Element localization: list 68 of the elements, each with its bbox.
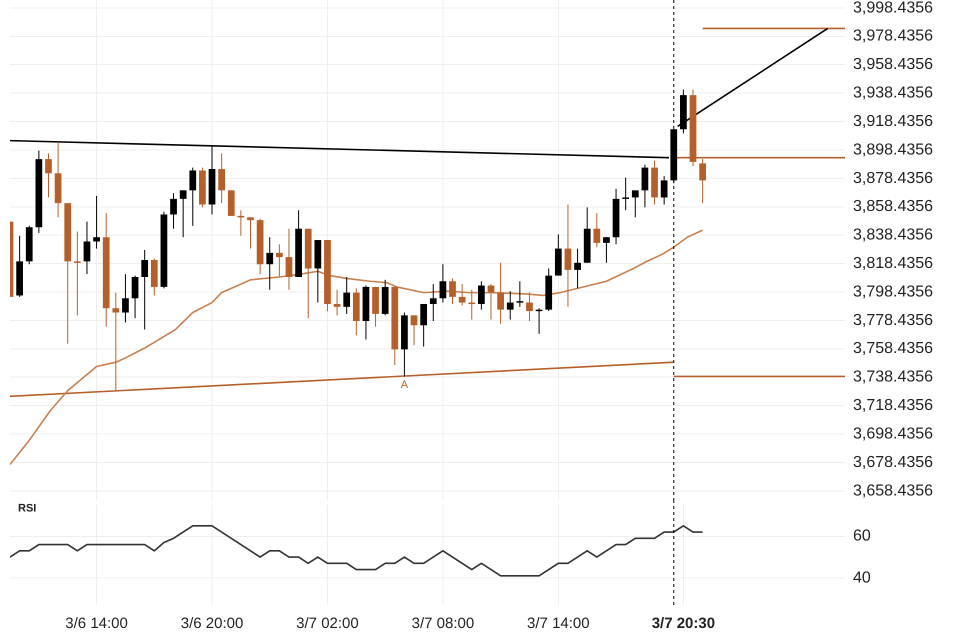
candlestick [276, 244, 283, 278]
candlestick [526, 292, 533, 322]
candlestick [574, 248, 581, 289]
chart-title: RSI [18, 502, 36, 515]
x-tick-label: 3/7 08:00 [412, 615, 474, 632]
y-tick-label: 3,918.4356 [853, 112, 934, 130]
candlestick [189, 167, 196, 226]
candlestick [458, 284, 466, 306]
candlestick [93, 196, 100, 250]
x-tick-label: 3/6 20:00 [180, 615, 244, 632]
candlestick [84, 221, 90, 275]
y-tick-label: 3,778.4356 [853, 312, 934, 329]
y-tick-label: 3,678.4356 [853, 454, 934, 471]
candlestick [449, 278, 456, 304]
y-tick-label: 40 [853, 569, 871, 586]
candlestick [132, 275, 138, 319]
y-tick-label: 60 [853, 528, 871, 545]
y-tick-label: 3,958.4356 [853, 56, 934, 74]
y-tick-label: 3,838.4356 [853, 226, 934, 244]
candlestick [420, 303, 428, 348]
candlestick [488, 284, 494, 320]
candlestick [343, 276, 350, 314]
candlestick [593, 212, 600, 248]
y-tick-label: 3,938.4356 [853, 84, 934, 102]
y-tick-label: 3,858.4356 [853, 198, 934, 216]
annotation: A [400, 378, 409, 391]
y-tick-label: 3,978.4356 [853, 28, 934, 45]
y-tick-label: 3,738.4356 [853, 368, 934, 386]
candlestick [141, 250, 148, 330]
y-tick-label: 3,758.4356 [853, 340, 934, 358]
y-tick-label: 3,698.4356 [853, 425, 934, 442]
candlestick [440, 264, 446, 304]
candlestick [45, 152, 52, 198]
candlestick [334, 289, 340, 316]
x-tick-label: 3/7 02:00 [296, 615, 359, 632]
candlestick [218, 152, 226, 204]
candlestick [74, 231, 81, 316]
candlestick [642, 164, 648, 208]
candlestick [266, 236, 274, 290]
y-tick-label: 3,898.4356 [853, 141, 934, 158]
x-tick-label: 3/7 14:00 [527, 615, 590, 632]
y-tick-label: 3,718.4356 [853, 397, 934, 414]
candlestick [122, 274, 129, 323]
candlestick [497, 262, 504, 324]
x-tick-label: 3/7 20:30 [652, 615, 716, 632]
y-tick-label: 3,798.4356 [853, 283, 934, 300]
x-tick-label: 3/6 14:00 [65, 615, 128, 632]
candlestick [468, 289, 476, 320]
y-tick-label: 3,878.4356 [853, 170, 934, 187]
y-tick-label: 3,658.4356 [853, 482, 934, 500]
candlestick [238, 210, 244, 236]
y-tick-label: 3,818.4356 [853, 254, 934, 272]
candlestick [603, 236, 610, 264]
candlestick [536, 308, 542, 334]
candlestick [516, 280, 524, 308]
candlestick [478, 280, 485, 310]
candlestick [660, 176, 668, 206]
candlestick [247, 216, 254, 250]
candlestick [564, 204, 572, 308]
y-tick-label: 3,998.4356 [853, 0, 934, 16]
candlestick [170, 192, 177, 230]
candlestick [622, 177, 630, 211]
candlestick [506, 290, 514, 320]
candlestick [286, 228, 292, 290]
candlestick [180, 190, 187, 238]
candlestick [430, 284, 437, 322]
candlestick [632, 190, 639, 218]
candlestick [410, 314, 418, 346]
